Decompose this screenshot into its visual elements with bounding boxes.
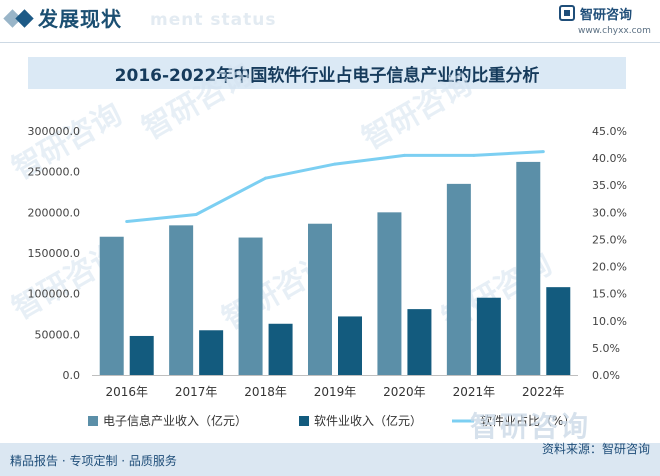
bar-electronic-revenue: [238, 237, 263, 375]
bar-electronic-revenue: [377, 212, 402, 375]
y-left-tick-label: 50000.0: [35, 328, 81, 341]
y-right-tick-label: 10.0%: [592, 315, 627, 328]
line-point-software-share: [125, 220, 129, 224]
bar-software-revenue: [407, 309, 432, 375]
bar-electronic-revenue: [169, 225, 194, 375]
y-left-tick-label: 300000.0: [28, 125, 81, 138]
x-tick-label: 2022年: [522, 385, 565, 399]
bar-software-revenue: [199, 330, 224, 375]
footer-bar: [0, 443, 660, 476]
y-right-tick-label: 30.0%: [592, 206, 627, 219]
y-right-tick-label: 20.0%: [592, 261, 627, 274]
section-title-ghost: ment status: [150, 10, 277, 30]
y-right-tick-label: 15.0%: [592, 288, 627, 301]
chart-title-band: [28, 57, 626, 89]
source-note: 资料来源：智研咨询: [541, 442, 650, 456]
bar-software-revenue: [338, 316, 362, 375]
chart-title: 2016-2022年中国软件行业占电子信息产业的比重分析: [114, 66, 540, 86]
legend-swatch-software-revenue: [299, 416, 309, 426]
y-left-tick-label: 250000.0: [28, 166, 81, 179]
bar-electronic-revenue: [99, 236, 124, 375]
x-tick-label: 2020年: [383, 385, 426, 399]
x-tick-label: 2019年: [314, 385, 357, 399]
footer-tagline: 精品报告 · 专项定制 · 品质服务: [10, 454, 177, 468]
y-left-tick-label: 0.0: [63, 369, 81, 382]
brand-url: www.chyxx.com: [578, 26, 651, 36]
watermark-text: 智研咨询: [357, 67, 478, 157]
line-point-software-share: [194, 213, 198, 217]
bar-software-revenue: [476, 297, 501, 375]
y-right-tick-label: 25.0%: [592, 233, 627, 246]
y-left-tick-label: 150000.0: [28, 247, 81, 260]
watermark-logo: 智研咨询: [470, 410, 591, 443]
line-point-software-share: [402, 153, 406, 157]
x-tick-label: 2021年: [453, 385, 496, 399]
line-point-software-share: [472, 153, 476, 157]
legend-swatch-electronic-revenue: [88, 416, 98, 426]
line-software-share: [126, 150, 544, 224]
bar-software-revenue: [129, 335, 154, 375]
y-left-tick-label: 100000.0: [28, 288, 81, 301]
bar-software-revenue: [268, 323, 293, 375]
x-tick-label: 2018年: [244, 385, 287, 399]
bar-software-revenue: [546, 287, 571, 375]
x-tick-label: 2017年: [175, 385, 218, 399]
y-left-tick-label: 200000.0: [28, 206, 81, 219]
y-right-tick-label: 45.0%: [592, 125, 627, 138]
legend-label-software-share: 软件业占比（%）: [480, 413, 575, 428]
line-point-software-share: [541, 150, 545, 154]
watermark-text: 智研咨询: [137, 57, 258, 147]
x-tick-label: 2016年: [105, 385, 148, 399]
legend-label-electronic-revenue: 电子信息产业收入（亿元）: [103, 413, 247, 428]
bar-electronic-revenue: [446, 183, 471, 375]
legend-label-software-revenue: 软件业收入（亿元）: [314, 413, 422, 428]
line-point-software-share: [264, 176, 268, 180]
y-right-tick-label: 40.0%: [592, 152, 627, 165]
y-right-tick-label: 5.0%: [592, 342, 620, 355]
y-right-tick-label: 35.0%: [592, 179, 627, 192]
brand-name: 智研咨询: [580, 8, 633, 23]
line-point-software-share: [333, 162, 337, 166]
bar-electronic-revenue: [516, 161, 541, 375]
brand-logo-icon: [559, 5, 575, 21]
section-title: 发展现状: [38, 7, 122, 31]
y-right-tick-label: 0.0%: [592, 369, 620, 382]
bar-electronic-revenue: [308, 223, 332, 375]
header-divider: [0, 42, 660, 43]
